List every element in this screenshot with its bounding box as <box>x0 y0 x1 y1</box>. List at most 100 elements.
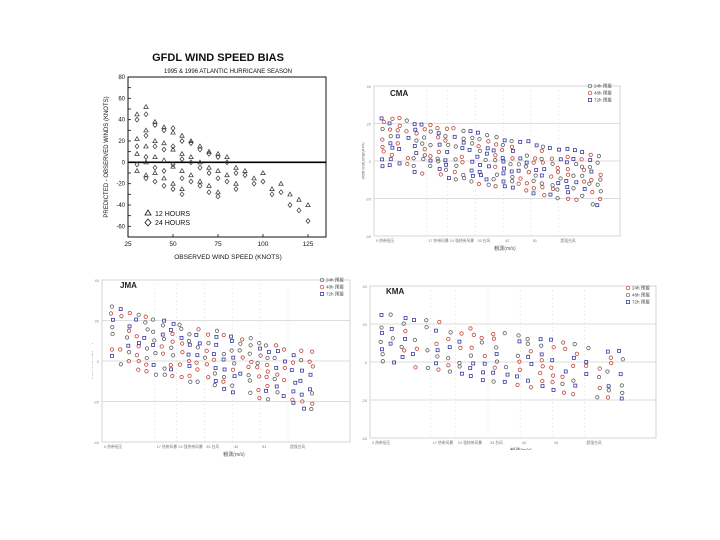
x-tick-label: 42 <box>505 239 509 243</box>
data-point-72h <box>542 167 547 172</box>
data-point-72h <box>267 350 271 354</box>
data-point-72h <box>434 328 438 333</box>
data-point-24h <box>443 134 448 139</box>
data-point-24h <box>517 367 522 372</box>
data-point-24h <box>143 320 148 325</box>
data-point-48h <box>127 310 132 316</box>
data-point-24h <box>500 142 505 148</box>
data-point-24h <box>188 159 194 166</box>
data-point-72h <box>484 177 489 182</box>
data-point-12h <box>206 164 212 170</box>
data-point-24h <box>596 154 601 159</box>
data-point-72h <box>281 394 286 398</box>
data-point-48h <box>550 186 556 191</box>
data-point-72h <box>390 145 395 150</box>
data-point-24h <box>230 383 235 388</box>
data-point-48h <box>265 383 270 389</box>
data-point-72h <box>238 371 243 376</box>
data-point-24h <box>179 326 184 331</box>
data-point-24h <box>561 390 567 395</box>
data-point-24h <box>486 182 491 187</box>
data-point-72h <box>479 173 483 178</box>
data-point-24h <box>595 160 600 165</box>
data-point-24h <box>118 362 123 367</box>
legend-label: 24h 预报 <box>632 285 650 292</box>
data-point-72h <box>411 352 415 356</box>
data-point-72h <box>379 313 384 317</box>
data-point-24h <box>435 156 440 161</box>
legend-marker <box>320 292 324 296</box>
data-point-48h <box>310 364 315 369</box>
data-point-72h <box>445 150 450 154</box>
data-point-24h <box>212 371 217 376</box>
data-point-24h <box>470 135 475 140</box>
data-point-72h <box>274 365 279 370</box>
data-point-24h <box>237 348 242 353</box>
data-point-24h <box>533 173 538 178</box>
data-point-24h <box>485 133 490 138</box>
data-point-24h <box>571 363 576 368</box>
y-tick-label: 60 <box>118 96 125 102</box>
y-tick-label: -60 <box>116 224 125 230</box>
data-point-72h <box>547 146 552 150</box>
data-point-48h <box>221 379 226 384</box>
data-point-12h <box>143 172 149 178</box>
data-point-24h <box>443 167 449 172</box>
data-point-12h <box>188 154 194 159</box>
data-point-24h <box>179 191 185 198</box>
data-point-72h <box>548 192 553 197</box>
data-point-24h <box>153 372 159 377</box>
data-point-24h <box>528 349 533 354</box>
data-point-24h <box>402 348 407 353</box>
data-point-48h <box>134 353 139 358</box>
data-point-48h <box>281 347 287 352</box>
data-point-24h <box>179 138 185 144</box>
data-point-72h <box>298 378 303 383</box>
data-point-72h <box>573 383 578 388</box>
x-tick-label: 24 强热带风暴 <box>178 444 202 449</box>
data-point-48h <box>194 360 199 365</box>
data-point-12h <box>215 150 221 156</box>
data-point-48h <box>566 196 571 201</box>
x-tick-label: 超强台风 <box>290 444 305 449</box>
data-point-12h <box>188 172 194 178</box>
legend-marker <box>319 277 325 283</box>
data-point-48h <box>170 373 175 379</box>
data-point-24h <box>229 348 234 353</box>
data-point-48h <box>399 344 404 349</box>
data-point-12h <box>152 118 158 124</box>
data-point-24h <box>152 143 158 150</box>
x-axis-label: OBSERVED WIND SPEED (KNOTS) <box>174 254 282 261</box>
data-point-24h <box>555 196 560 201</box>
data-point-72h <box>482 361 487 366</box>
x-tick-label: 17 热带风暴 <box>428 238 449 243</box>
x-tick-label: 24 强热带风暴 <box>450 238 474 243</box>
data-point-24h <box>161 127 167 134</box>
data-point-72h <box>300 368 304 373</box>
data-point-48h <box>109 347 115 352</box>
data-point-12h <box>152 138 158 143</box>
data-point-48h <box>586 346 591 351</box>
data-point-72h <box>435 348 440 353</box>
data-point-24h <box>540 378 545 384</box>
data-point-24h <box>161 167 167 174</box>
data-point-48h <box>275 372 280 377</box>
data-point-72h <box>540 384 545 389</box>
data-point-24h <box>558 176 563 181</box>
data-point-48h <box>457 364 462 369</box>
data-point-24h <box>134 161 140 168</box>
data-point-72h <box>516 168 521 173</box>
data-point-72h <box>162 318 167 323</box>
data-point-24h <box>169 345 174 350</box>
data-point-48h <box>565 167 570 172</box>
data-point-48h <box>620 390 625 395</box>
data-point-48h <box>249 359 254 365</box>
data-point-72h <box>563 369 568 374</box>
data-point-24h <box>597 386 602 391</box>
data-point-12h <box>143 159 149 165</box>
data-point-72h <box>494 352 499 356</box>
data-point-72h <box>392 360 397 365</box>
data-point-24h <box>246 373 251 378</box>
y-axis-label: 预报与观测差(m/s) <box>92 342 94 380</box>
